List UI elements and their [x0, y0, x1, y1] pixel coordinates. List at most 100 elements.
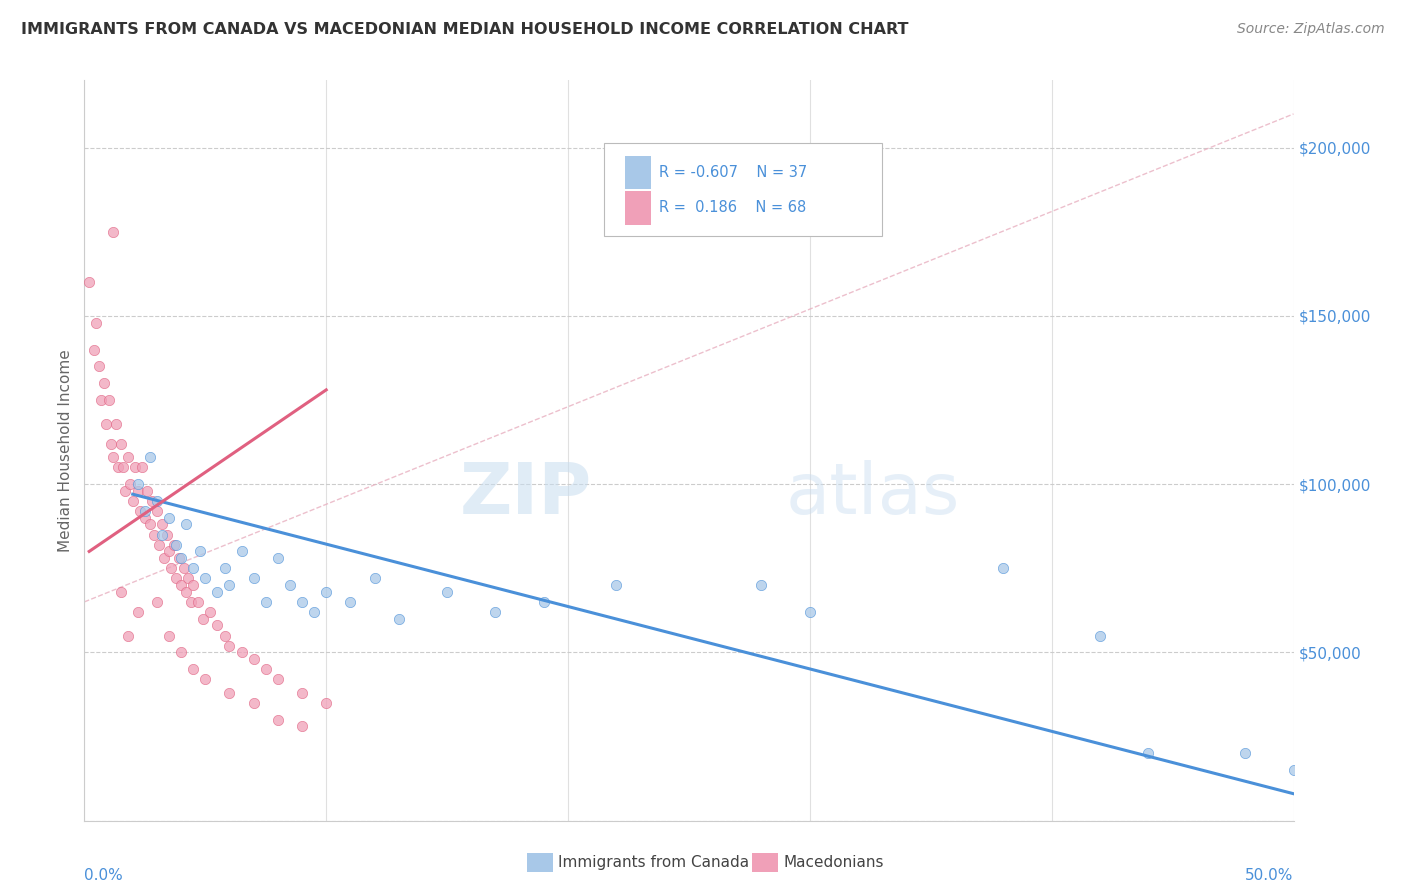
Text: IMMIGRANTS FROM CANADA VS MACEDONIAN MEDIAN HOUSEHOLD INCOME CORRELATION CHART: IMMIGRANTS FROM CANADA VS MACEDONIAN MED…	[21, 22, 908, 37]
Point	[605, 578, 627, 592]
Point	[207, 618, 229, 632]
FancyBboxPatch shape	[605, 144, 883, 235]
Point	[117, 450, 139, 465]
Point	[165, 571, 187, 585]
Point	[174, 517, 197, 532]
Point	[97, 392, 120, 407]
Point	[150, 517, 173, 532]
Point	[187, 595, 209, 609]
Point	[799, 605, 821, 619]
Point	[110, 584, 132, 599]
Text: 50.0%: 50.0%	[1246, 868, 1294, 883]
Point	[1282, 763, 1305, 777]
Point	[267, 673, 290, 687]
Text: 0.0%: 0.0%	[84, 868, 124, 883]
Point	[198, 605, 221, 619]
Text: ZIP: ZIP	[460, 460, 592, 529]
Point	[131, 460, 153, 475]
Point	[157, 628, 180, 642]
Point	[173, 561, 195, 575]
Point	[103, 225, 125, 239]
Point	[181, 578, 204, 592]
Point	[291, 595, 314, 609]
Point	[302, 605, 325, 619]
Point	[110, 436, 132, 450]
Point	[291, 719, 314, 733]
Point	[134, 504, 156, 518]
Point	[163, 538, 186, 552]
Point	[177, 571, 200, 585]
Point	[107, 460, 129, 475]
Point	[127, 483, 149, 498]
Point	[127, 605, 149, 619]
Point	[148, 538, 170, 552]
Point	[114, 483, 136, 498]
Point	[136, 483, 159, 498]
Point	[214, 628, 236, 642]
Point	[388, 612, 411, 626]
Point	[267, 551, 290, 566]
Point	[86, 316, 108, 330]
Point	[194, 673, 217, 687]
Point	[170, 645, 193, 659]
Point	[146, 504, 169, 518]
Point	[315, 584, 337, 599]
Point	[153, 551, 176, 566]
Point	[190, 544, 212, 558]
Point	[167, 551, 190, 566]
Point	[436, 584, 458, 599]
Point	[174, 584, 197, 599]
Point	[242, 696, 264, 710]
Point	[157, 544, 180, 558]
Point	[254, 595, 277, 609]
Point	[117, 628, 139, 642]
Point	[1088, 628, 1111, 642]
Point	[194, 571, 217, 585]
Point	[112, 460, 135, 475]
Point	[141, 494, 163, 508]
Point	[278, 578, 301, 592]
Point	[363, 571, 385, 585]
Point	[533, 595, 555, 609]
Point	[180, 595, 202, 609]
Point	[160, 561, 183, 575]
Point	[242, 652, 264, 666]
Text: atlas: atlas	[786, 460, 960, 529]
Bar	[624, 191, 651, 225]
Point	[127, 477, 149, 491]
Point	[170, 551, 193, 566]
Point	[231, 544, 253, 558]
Point	[165, 538, 187, 552]
Point	[1234, 747, 1257, 761]
Point	[170, 578, 193, 592]
Point	[104, 417, 127, 431]
Point	[993, 561, 1015, 575]
Point	[254, 662, 277, 676]
Point	[155, 527, 177, 541]
Point	[267, 713, 290, 727]
Point	[484, 605, 506, 619]
Point	[93, 376, 115, 391]
Text: Macedonians: Macedonians	[783, 855, 883, 870]
Point	[146, 494, 169, 508]
Point	[100, 436, 122, 450]
Point	[157, 510, 180, 524]
Point	[138, 517, 160, 532]
Point	[291, 686, 314, 700]
Point	[124, 460, 146, 475]
Text: R =  0.186    N = 68: R = 0.186 N = 68	[659, 200, 806, 215]
Point	[120, 477, 142, 491]
Point	[181, 662, 204, 676]
Text: Immigrants from Canada: Immigrants from Canada	[558, 855, 749, 870]
Point	[315, 696, 337, 710]
Point	[218, 639, 240, 653]
Point	[339, 595, 361, 609]
Point	[90, 392, 112, 407]
Point	[242, 571, 264, 585]
Y-axis label: Median Household Income: Median Household Income	[58, 349, 73, 552]
Point	[214, 561, 236, 575]
Point	[129, 504, 152, 518]
Point	[138, 450, 160, 465]
Point	[121, 494, 143, 508]
Point	[181, 561, 204, 575]
